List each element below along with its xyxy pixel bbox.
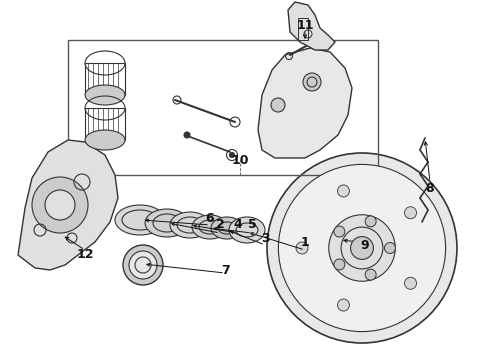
Ellipse shape xyxy=(405,207,416,219)
Circle shape xyxy=(351,237,373,260)
Ellipse shape xyxy=(123,245,163,285)
Ellipse shape xyxy=(129,251,157,279)
Circle shape xyxy=(334,226,345,237)
Circle shape xyxy=(334,259,345,270)
Bar xyxy=(298,18,308,40)
Circle shape xyxy=(32,177,88,233)
Ellipse shape xyxy=(296,242,308,254)
Text: 10: 10 xyxy=(231,153,249,166)
Circle shape xyxy=(271,98,285,112)
Circle shape xyxy=(184,132,190,138)
Text: 11: 11 xyxy=(296,18,314,32)
Polygon shape xyxy=(258,48,352,158)
Circle shape xyxy=(45,190,75,220)
Ellipse shape xyxy=(85,130,125,150)
Text: 8: 8 xyxy=(426,181,434,194)
Circle shape xyxy=(278,165,445,332)
Text: 1: 1 xyxy=(301,235,309,248)
Text: 6: 6 xyxy=(206,212,214,225)
Ellipse shape xyxy=(338,185,349,197)
Circle shape xyxy=(365,269,376,280)
Ellipse shape xyxy=(211,217,243,239)
Circle shape xyxy=(365,216,376,227)
Circle shape xyxy=(329,215,395,281)
Bar xyxy=(85,63,125,95)
Text: 4: 4 xyxy=(234,219,243,231)
Ellipse shape xyxy=(115,205,165,235)
Text: 12: 12 xyxy=(76,248,94,261)
Bar xyxy=(68,40,378,175)
Circle shape xyxy=(229,153,235,158)
Ellipse shape xyxy=(170,212,210,238)
Polygon shape xyxy=(18,140,118,270)
Ellipse shape xyxy=(338,299,349,311)
Text: 2: 2 xyxy=(216,219,224,231)
Circle shape xyxy=(303,73,321,91)
Text: 7: 7 xyxy=(220,264,229,276)
Ellipse shape xyxy=(145,209,189,237)
Circle shape xyxy=(267,153,457,343)
Polygon shape xyxy=(288,2,335,50)
Text: 3: 3 xyxy=(261,231,270,244)
Text: 9: 9 xyxy=(361,239,369,252)
Ellipse shape xyxy=(229,217,265,243)
Bar xyxy=(85,108,125,140)
Ellipse shape xyxy=(192,215,228,239)
Ellipse shape xyxy=(85,85,125,105)
Ellipse shape xyxy=(405,277,416,289)
Text: 5: 5 xyxy=(247,219,256,231)
Circle shape xyxy=(385,243,395,253)
